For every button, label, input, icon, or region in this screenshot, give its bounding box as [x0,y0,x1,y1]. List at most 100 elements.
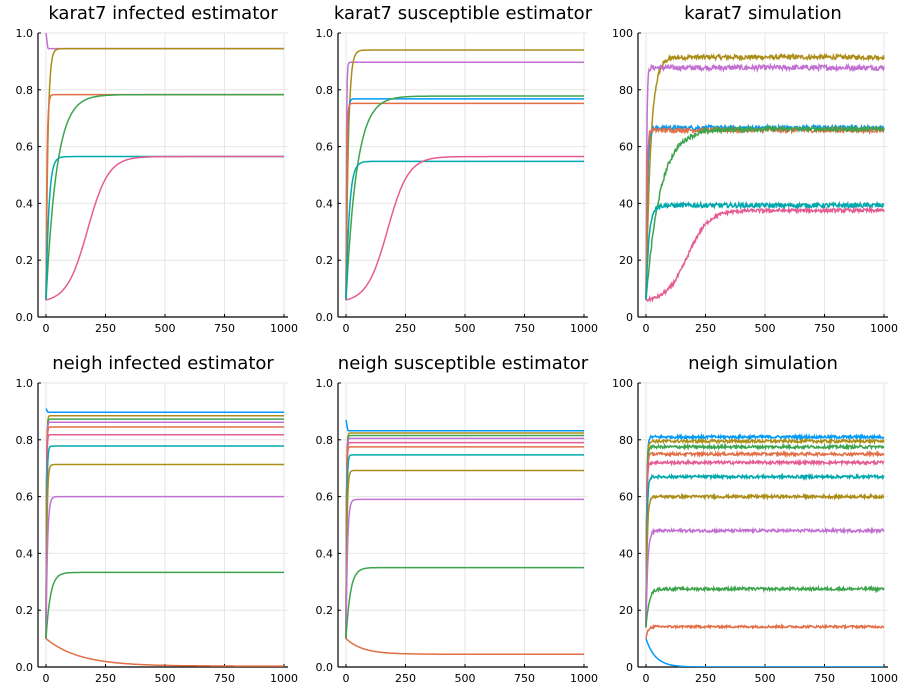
series-line [345,419,584,432]
series-line [345,434,584,639]
x-tick-label: 0 [643,322,650,335]
x-tick-label: 250 [395,322,416,335]
y-tick-label: 80 [619,84,633,97]
panel-karat7-simulation: karat7 simulation 0 250 500 750 1000 0 20 40 60 80… [612,3,898,335]
series-line [345,102,584,301]
x-tick-label: 500 [155,322,176,335]
panel-karat7-susceptible: karat7 susceptible estimator 0 250 500 750 10… [316,3,599,335]
series-line [345,441,584,639]
series-line [345,61,584,301]
x-tick-label: 1000 [270,672,298,685]
series-line [45,463,284,639]
x-tick-label: 500 [455,322,476,335]
series-line [45,155,284,301]
series-line [345,638,584,655]
y-tick-label: 0.2 [16,254,34,267]
panel-neigh-infected: neigh infected estimator 0 250 500 750 1000 0.… [16,353,299,685]
x-tick-label: 1000 [870,322,898,335]
y-tick-label: 1.0 [316,27,334,40]
series-line [45,93,284,301]
series-line [345,498,584,639]
y-tick-label: 0.8 [16,434,34,447]
x-tick-label: 750 [814,672,835,685]
x-tick-label: 0 [43,322,50,335]
y-tick-label: 40 [619,197,633,210]
y-tick-label: 0.0 [316,311,334,324]
y-tick-label: 0.0 [16,311,34,324]
y-tick-label: 0.2 [316,604,334,617]
y-tick-label: 100 [612,377,633,390]
panel-neigh-susceptible: neigh susceptible estimator 0 250 500 750 100… [316,353,599,685]
series-line [645,200,885,301]
y-tick-label: 0.8 [316,84,334,97]
series-line [645,584,885,628]
y-tick-label: 1.0 [316,377,334,390]
y-tick-label: 20 [619,254,633,267]
series-line [45,445,284,639]
y-tick-label: 100 [612,27,633,40]
series-line [645,52,885,301]
x-tick-label: 750 [214,672,235,685]
panel-title: karat7 simulation [684,3,842,24]
series-line [345,160,584,301]
panel-title: neigh simulation [688,353,838,374]
x-tick-label: 750 [514,322,535,335]
x-tick-label: 1000 [870,672,898,685]
x-tick-label: 250 [95,672,116,685]
series-line [645,449,885,628]
panel-title: neigh susceptible estimator [338,353,589,374]
series-line [345,98,584,301]
x-tick-label: 750 [514,672,535,685]
series-line [345,566,584,639]
x-tick-label: 250 [395,672,416,685]
x-tick-label: 0 [343,672,350,685]
series-line [45,638,284,667]
x-tick-label: 1000 [570,672,598,685]
y-tick-label: 0.8 [16,84,34,97]
series-line [345,95,584,301]
y-tick-label: 0.6 [316,491,334,504]
series-line [645,62,885,301]
series-line [45,47,284,301]
series-line [45,495,284,639]
series-line [45,433,284,639]
series-line [645,623,885,639]
series-line [645,442,885,628]
series-line [45,408,284,414]
y-tick-label: 60 [619,491,633,504]
x-tick-label: 0 [643,672,650,685]
series-line [345,432,584,639]
panel-title: neigh infected estimator [52,353,274,374]
series-line [645,437,885,628]
y-tick-label: 0.2 [316,254,334,267]
series-line [645,472,885,628]
y-tick-label: 0.8 [316,434,334,447]
series-line [345,49,584,301]
y-tick-label: 0.2 [16,604,34,617]
x-tick-label: 250 [695,672,716,685]
panel-neigh-simulation: neigh simulation 0 250 500 750 1000 0 20 40 60 80 1… [612,353,898,685]
series-line [345,437,584,639]
series-line [345,469,584,639]
series-line [645,458,885,628]
panel-title: karat7 infected estimator [48,3,278,24]
y-tick-label: 0.4 [316,547,334,560]
x-tick-label: 500 [155,672,176,685]
x-tick-label: 250 [95,322,116,335]
y-tick-label: 0.6 [316,141,334,154]
panel-karat7-infected: karat7 infected estimator 0 250 500 750 1000 0… [16,3,299,335]
y-tick-label: 40 [619,547,633,560]
series-line [645,205,885,304]
x-tick-label: 500 [755,672,776,685]
series-line [45,426,284,639]
y-tick-label: 1.0 [16,27,34,40]
series-line [45,418,284,639]
y-tick-label: 20 [619,604,633,617]
y-tick-label: 80 [619,434,633,447]
series-line [45,421,284,639]
y-tick-label: 0.0 [16,661,34,674]
series-line [645,526,885,628]
x-tick-label: 250 [695,322,716,335]
